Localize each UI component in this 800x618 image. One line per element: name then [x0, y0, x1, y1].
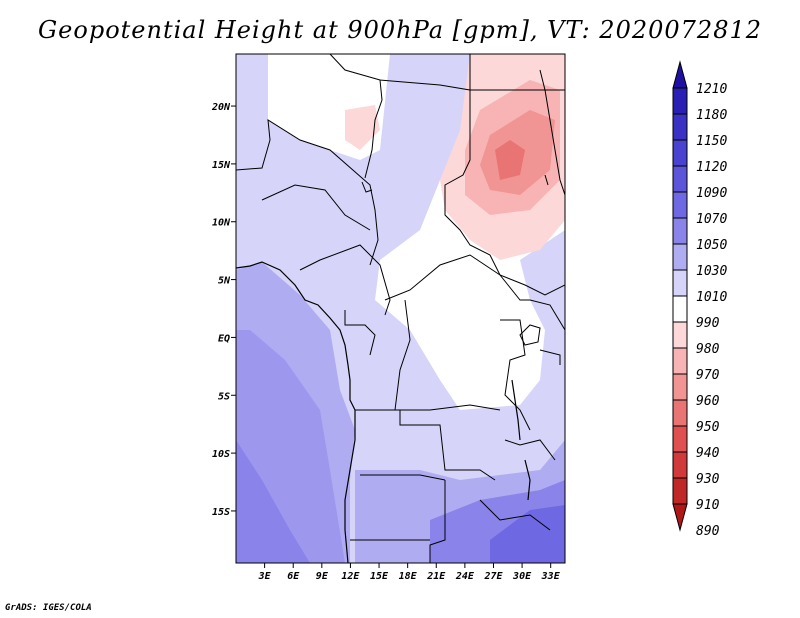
colorbar-label: 1050 [696, 238, 727, 253]
colorbar-label: 980 [696, 342, 720, 357]
colorbar-swatch [672, 113, 688, 141]
colorbar-bottom-arrow [672, 503, 688, 532]
lat-tick-label: EQ [218, 333, 230, 344]
lon-tick-label: 12E [341, 571, 360, 582]
west-low-patch [345, 105, 380, 150]
colorbar-top-arrow [672, 60, 688, 89]
lon-tick-label: 21E [426, 571, 446, 582]
colorbar-label: 970 [696, 368, 720, 383]
colorbar-label: 1070 [696, 212, 727, 227]
colorbar-swatch [672, 295, 688, 323]
colorbar-label: 1210 [696, 82, 727, 97]
rift-lakes [511, 379, 531, 501]
red-sea-coast [539, 69, 565, 196]
colorbar-label: 960 [696, 394, 720, 409]
colorbar-swatch [672, 399, 688, 427]
colorbar-swatch [672, 87, 688, 115]
lake-outlines [361, 174, 549, 193]
colorbar-swatch [672, 139, 688, 167]
lat-tick-label: 5S [218, 391, 230, 402]
lat-tick-label: 20N [211, 102, 231, 113]
atlantic-deep-band [236, 440, 310, 563]
lon-tick-label: 27E [483, 571, 503, 582]
atlantic-coastline [236, 261, 356, 563]
lake-victoria [519, 324, 541, 346]
lon-tick-label: 30E [512, 571, 532, 582]
lon-tick-label: 9E [316, 571, 329, 582]
lat-tick-label: 10N [212, 218, 231, 229]
map-frame [235, 53, 566, 564]
colorbar-swatch [672, 425, 688, 453]
lon-tick-label: 24E [455, 571, 475, 582]
country-borders [236, 54, 565, 563]
lat-tick-label: 10S [212, 449, 230, 460]
grads-credit: GrADS: IGES/COLA [5, 603, 92, 613]
lon-tick-label: 15E [370, 571, 389, 582]
colorbar-swatch [672, 165, 688, 193]
lon-tick-label: 33E [541, 571, 561, 582]
latitude-axis: 20N 15N 10N 5N EQ 5S 10S 15S [211, 102, 236, 518]
colorbar-label: 1010 [696, 290, 727, 305]
southeast-deep-band [490, 505, 565, 563]
colorbar-swatch [672, 321, 688, 349]
colorbar-swatch [672, 373, 688, 401]
colorbar-label: 1030 [696, 264, 727, 279]
longitude-axis: 3E 6E 9E 12E 15E 18E 21E 24E 27E 30E 33E [258, 563, 561, 582]
colorbar-swatch [672, 269, 688, 297]
lat-tick-label: 15S [212, 507, 230, 518]
colorbar-label: 930 [696, 472, 720, 487]
colorbar-label: 1150 [696, 134, 727, 149]
colorbar: 1210 1180 1150 1120 1090 1070 1050 1030 1010 990 9… [672, 60, 727, 539]
lat-tick-label: 5N [218, 276, 231, 287]
colorbar-swatch [672, 347, 688, 375]
colorbar-label: 1090 [696, 186, 727, 201]
chart-title: Geopotential Height at 900hPa [gpm], VT:… [38, 16, 762, 44]
colorbar-label: 910 [696, 498, 720, 513]
colorbar-swatch [672, 217, 688, 245]
colorbar-label: 1120 [696, 160, 727, 175]
lon-tick-label: 18E [399, 571, 418, 582]
colorbar-swatch [672, 243, 688, 271]
low-region-core [495, 140, 525, 180]
lon-tick-label: 6E [287, 571, 300, 582]
colorbar-label: 940 [696, 446, 720, 461]
colorbar-label: 1180 [696, 108, 727, 123]
colorbar-swatch [672, 191, 688, 219]
map-area [236, 54, 565, 563]
colorbar-label: 950 [696, 420, 720, 435]
colorbar-label: 890 [696, 524, 720, 539]
colorbar-label: 990 [696, 316, 720, 331]
colorbar-swatch [672, 451, 688, 479]
lon-tick-label: 3E [258, 571, 272, 582]
colorbar-swatch [672, 477, 688, 505]
lat-tick-label: 15N [212, 160, 231, 171]
